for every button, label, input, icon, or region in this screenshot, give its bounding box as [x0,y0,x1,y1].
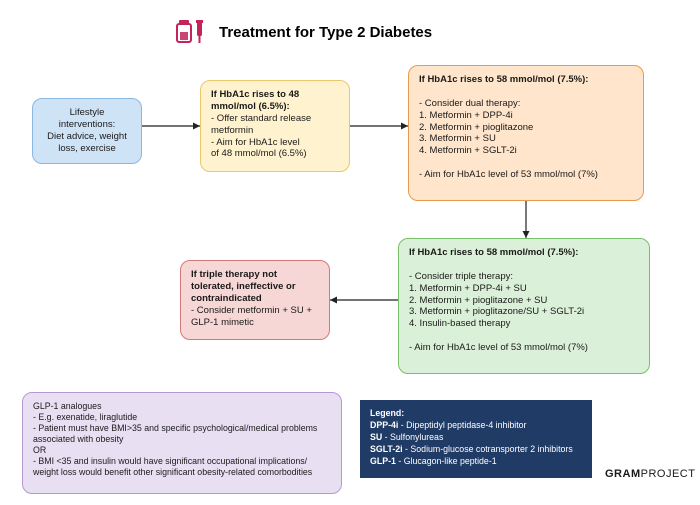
page-title-row: Treatment for Type 2 Diabetes [175,18,432,46]
node-glp1-step: If triple therapy not tolerated, ineffec… [180,260,330,340]
page-title: Treatment for Type 2 Diabetes [219,24,432,41]
logo-part-b: PROJECT [641,468,696,480]
node-dual-therapy: If HbA1c rises to 58 mmol/mol (7.5%): - … [408,65,644,201]
brand-logo: GRAMPROJECT [605,468,695,480]
node-lifestyle: Lifestyle interventions: Diet advice, we… [32,98,142,164]
node-hba1c-48: If HbA1c rises to 48 mmol/mol (6.5%):- O… [200,80,350,172]
medicine-icon [175,18,209,46]
legend-box: Legend:DPP-4i - Dipeptidyl peptidase-4 i… [360,400,592,478]
node-triple-therapy: If HbA1c rises to 58 mmol/mol (7.5%): - … [398,238,650,374]
node-glp1-analogues-note: GLP-1 analogues - E.g. exenatide, liragl… [22,392,342,494]
logo-part-a: GRAM [605,468,641,480]
